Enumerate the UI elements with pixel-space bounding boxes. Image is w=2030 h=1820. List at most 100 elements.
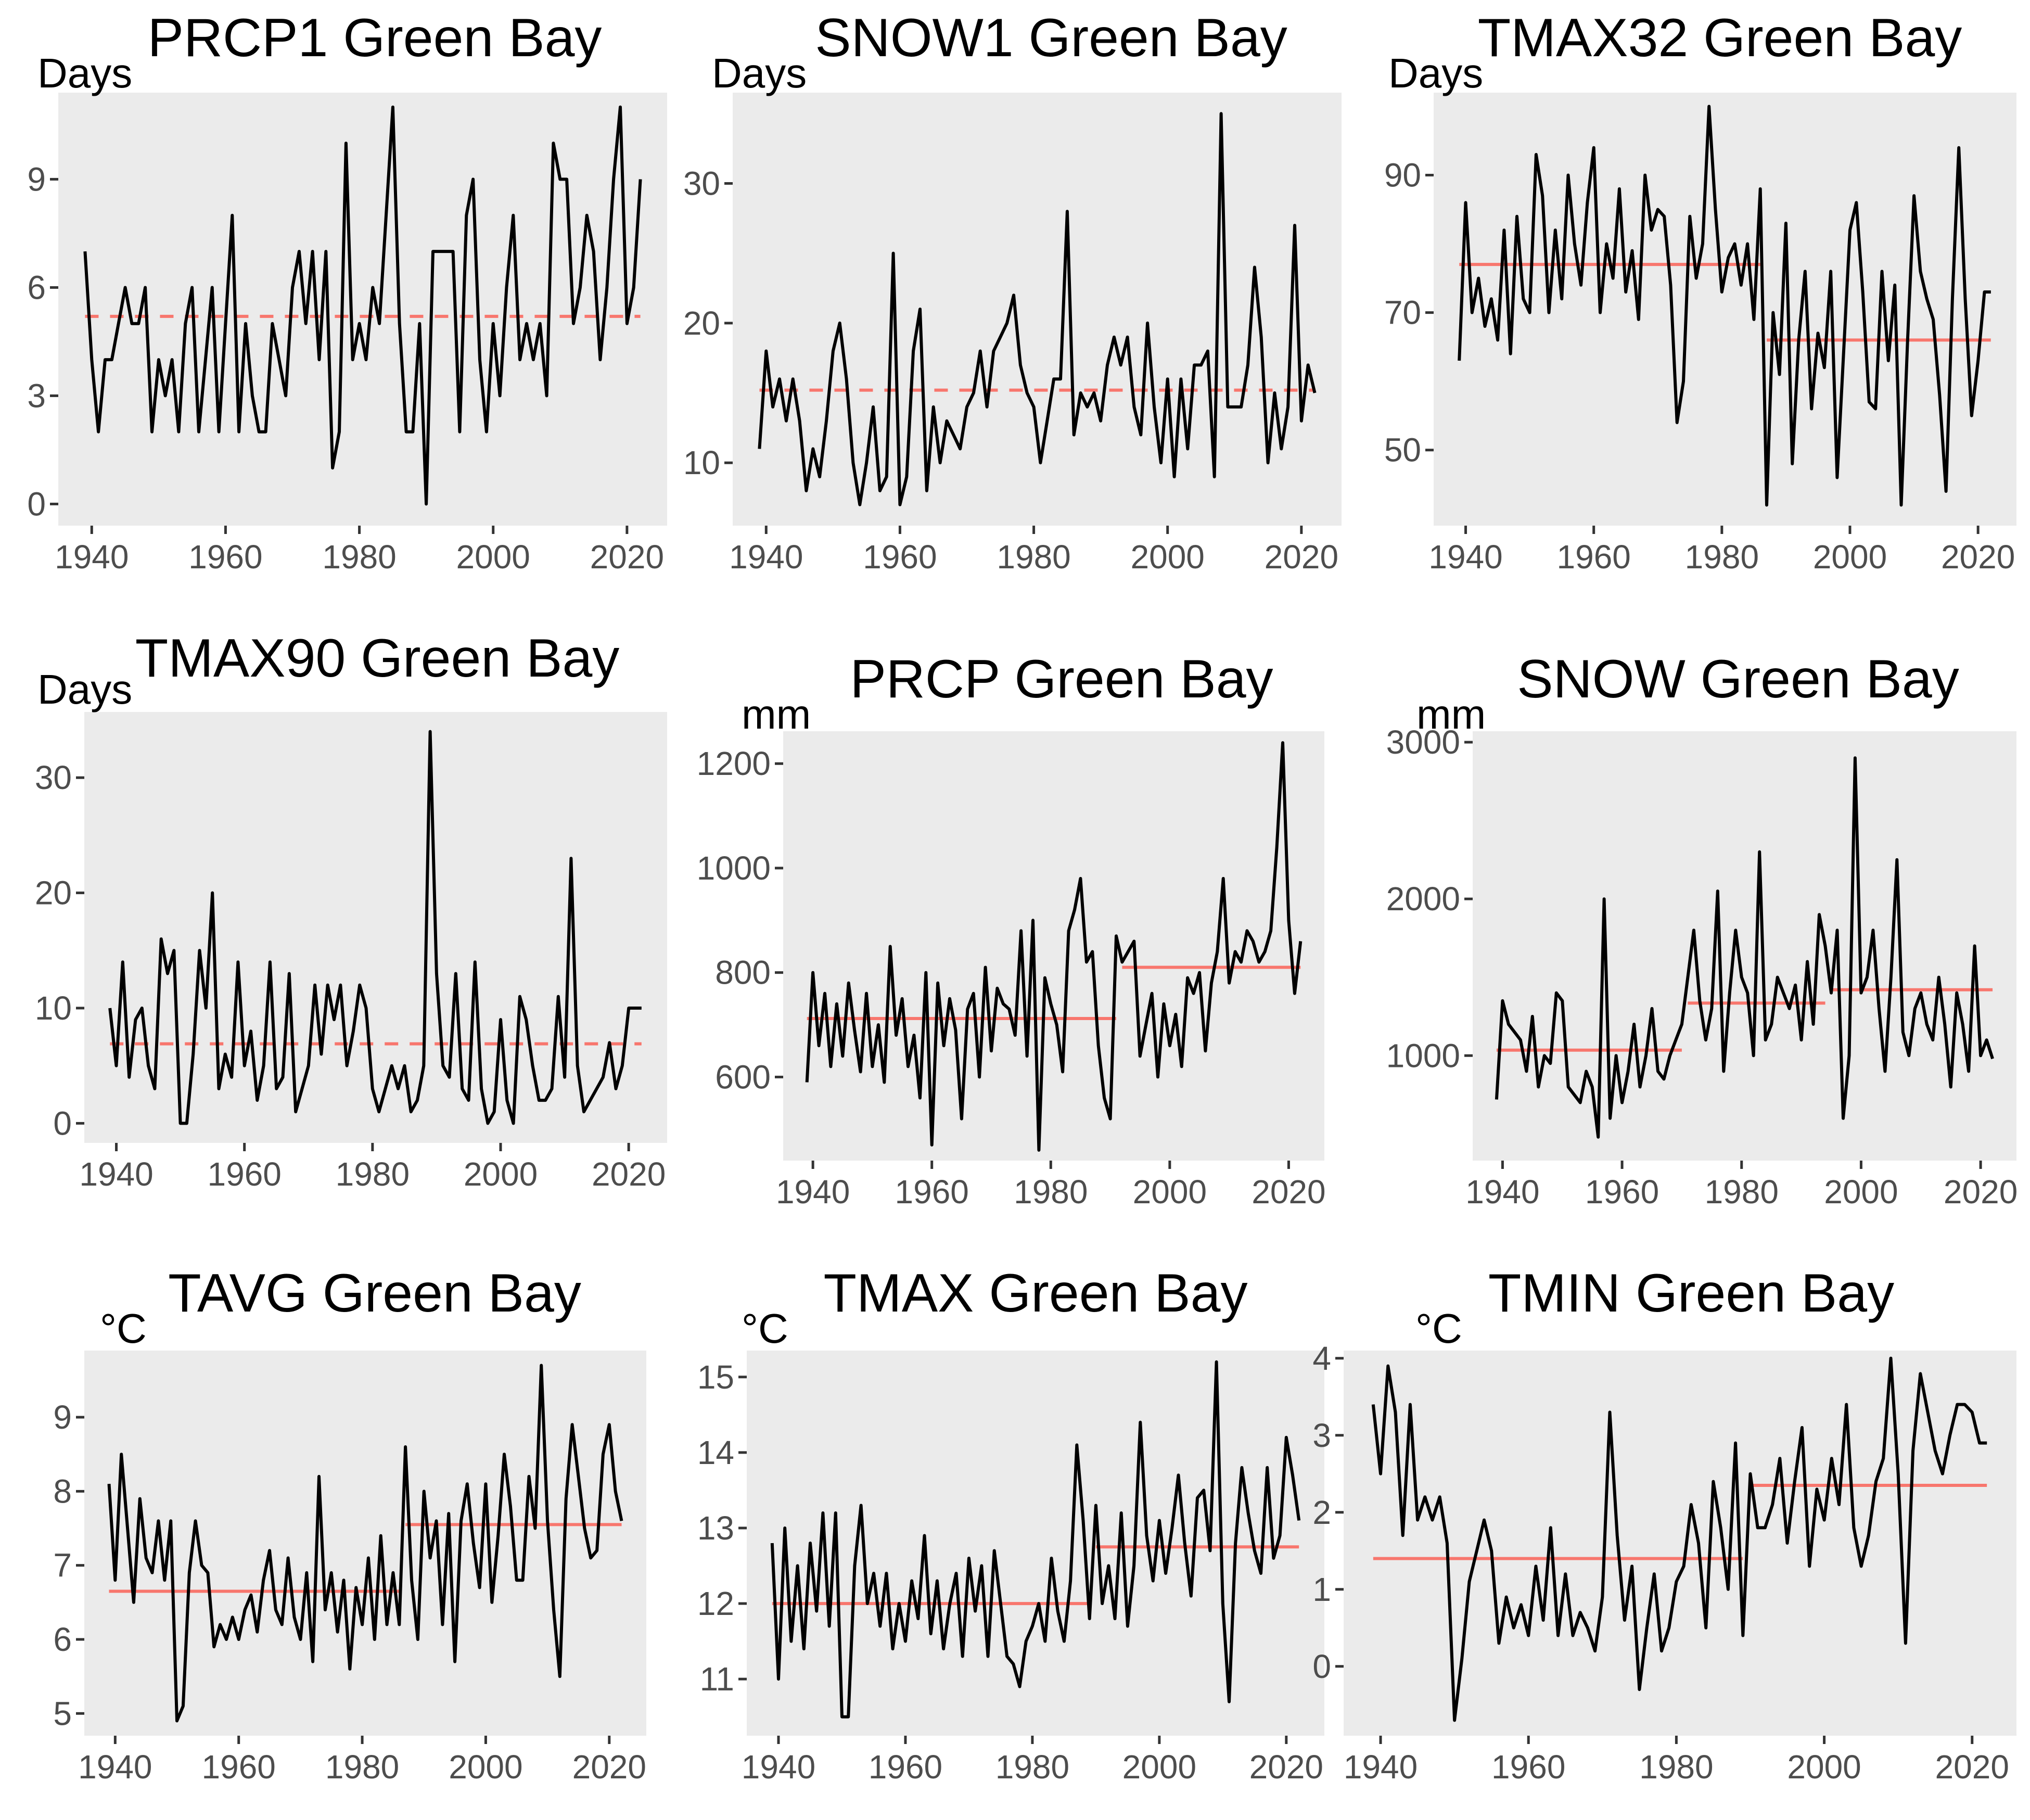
chart-title: SNOW1 Green Bay bbox=[815, 8, 1287, 68]
x-tick-label: 1980 bbox=[1705, 1173, 1779, 1211]
x-tick-label: 2000 bbox=[1787, 1748, 1861, 1786]
y-tick-label: 8 bbox=[53, 1472, 72, 1510]
series-line bbox=[1458, 105, 1991, 507]
chart-title: TAVG Green Bay bbox=[168, 1263, 581, 1323]
x-tick-label: 2020 bbox=[1249, 1748, 1323, 1786]
chart-panel: TAVG Green Bay °C 1940 1960 1980 2000 2020 5 6 7 8… bbox=[53, 1263, 646, 1786]
plot-background bbox=[1473, 731, 2016, 1161]
y-tick-label: 1000 bbox=[697, 849, 771, 887]
y-axis-unit-label: Days bbox=[37, 50, 132, 96]
x-tick-label: 2020 bbox=[572, 1748, 646, 1786]
x-tick-label: 2020 bbox=[592, 1155, 666, 1193]
y-tick-label: 3 bbox=[1312, 1417, 1331, 1454]
x-tick-label: 2020 bbox=[1941, 538, 2015, 576]
x-tick-label: 2020 bbox=[1252, 1173, 1325, 1211]
chart-title: TMAX32 Green Bay bbox=[1478, 8, 1962, 68]
chart-title: SNOW Green Bay bbox=[1517, 649, 1959, 709]
y-tick-label: 30 bbox=[35, 759, 72, 796]
plot-background bbox=[733, 93, 1342, 526]
y-axis-unit-label: °C bbox=[1415, 1305, 1462, 1352]
x-tick-label: 2000 bbox=[1813, 538, 1887, 576]
y-axis-unit-label: Days bbox=[712, 50, 807, 96]
chart-panel: TMAX Green Bay °C 1940 1960 1980 2000 2020 11 12… bbox=[697, 1263, 1324, 1786]
x-tick-label: 1960 bbox=[202, 1748, 276, 1786]
plot-background bbox=[84, 1351, 646, 1736]
y-tick-label: 9 bbox=[53, 1398, 72, 1436]
y-tick-label: 3 bbox=[27, 377, 46, 414]
x-tick-label: 1960 bbox=[1585, 1173, 1659, 1211]
x-tick-label: 1960 bbox=[1557, 538, 1631, 576]
x-tick-label: 2000 bbox=[1131, 538, 1205, 576]
series-line bbox=[83, 105, 642, 506]
x-tick-label: 1940 bbox=[729, 538, 803, 576]
y-tick-label: 90 bbox=[1384, 156, 1421, 194]
x-tick-label: 2000 bbox=[1133, 1173, 1207, 1211]
chart-title: PRCP1 Green Bay bbox=[148, 8, 602, 68]
y-axis-unit-label: mm bbox=[742, 691, 811, 737]
chart-title: PRCP Green Bay bbox=[850, 649, 1273, 709]
x-tick-label: 1960 bbox=[869, 1748, 942, 1786]
series-line bbox=[1371, 1356, 1987, 1722]
x-tick-label: 1940 bbox=[776, 1173, 850, 1211]
y-tick-label: 7 bbox=[53, 1547, 72, 1584]
y-axis-unit-label: Days bbox=[37, 666, 132, 712]
x-tick-label: 1940 bbox=[1428, 538, 1502, 576]
x-tick-label: 2000 bbox=[1824, 1173, 1898, 1211]
chart-panel: PRCP1 Green Bay Days 1940 1960 1980 2000 2020 0… bbox=[27, 8, 667, 576]
y-axis-unit-label: Days bbox=[1388, 50, 1483, 96]
x-tick-label: 1940 bbox=[1344, 1748, 1418, 1786]
x-tick-label: 1940 bbox=[742, 1748, 815, 1786]
y-tick-label: 12 bbox=[697, 1585, 734, 1622]
x-tick-label: 2000 bbox=[464, 1155, 538, 1193]
x-tick-label: 1980 bbox=[1685, 538, 1759, 576]
y-axis-unit-label: mm bbox=[1416, 691, 1486, 737]
x-tick-label: 2020 bbox=[1265, 538, 1338, 576]
series-line bbox=[770, 1360, 1301, 1719]
x-tick-label: 1960 bbox=[208, 1155, 282, 1193]
y-tick-label: 30 bbox=[683, 164, 720, 202]
x-tick-label: 1940 bbox=[79, 1155, 153, 1193]
y-tick-label: 14 bbox=[697, 1434, 734, 1471]
series-line bbox=[805, 741, 1303, 1152]
y-tick-label: 800 bbox=[715, 954, 771, 991]
x-tick-label: 2020 bbox=[1944, 1173, 2018, 1211]
y-axis-unit-label: °C bbox=[742, 1305, 788, 1352]
x-tick-label: 1980 bbox=[997, 538, 1070, 576]
y-tick-label: 1200 bbox=[697, 745, 771, 782]
chart-title: TMAX Green Bay bbox=[824, 1263, 1248, 1323]
x-tick-label: 2000 bbox=[449, 1748, 522, 1786]
plot-background bbox=[58, 93, 667, 526]
y-tick-label: 1 bbox=[1312, 1571, 1331, 1608]
y-tick-label: 600 bbox=[715, 1058, 771, 1096]
chart-title: TMAX90 Green Bay bbox=[135, 628, 620, 689]
x-tick-label: 1960 bbox=[895, 1173, 969, 1211]
y-axis-unit-label: °C bbox=[100, 1305, 147, 1352]
series-line bbox=[107, 1364, 623, 1723]
y-tick-label: 6 bbox=[53, 1621, 72, 1658]
y-tick-label: 10 bbox=[683, 444, 720, 481]
series-line bbox=[758, 112, 1317, 506]
y-tick-label: 15 bbox=[697, 1358, 734, 1396]
y-tick-label: 70 bbox=[1384, 294, 1421, 332]
x-tick-label: 1980 bbox=[1639, 1748, 1713, 1786]
y-tick-label: 0 bbox=[53, 1104, 72, 1142]
x-tick-label: 2000 bbox=[456, 538, 530, 576]
y-tick-label: 4 bbox=[1312, 1340, 1331, 1377]
y-tick-label: 20 bbox=[35, 874, 72, 912]
x-tick-label: 1980 bbox=[322, 538, 396, 576]
x-tick-label: 1980 bbox=[995, 1748, 1069, 1786]
x-tick-label: 2020 bbox=[1935, 1748, 2009, 1786]
y-tick-label: 13 bbox=[697, 1509, 734, 1547]
plot-background bbox=[1344, 1351, 2016, 1736]
y-tick-label: 9 bbox=[27, 160, 46, 198]
y-tick-label: 0 bbox=[1312, 1648, 1331, 1685]
y-tick-label: 0 bbox=[27, 485, 46, 523]
chart-title: TMIN Green Bay bbox=[1488, 1263, 1894, 1323]
x-tick-label: 1940 bbox=[1465, 1173, 1539, 1211]
x-tick-label: 1960 bbox=[1491, 1748, 1565, 1786]
